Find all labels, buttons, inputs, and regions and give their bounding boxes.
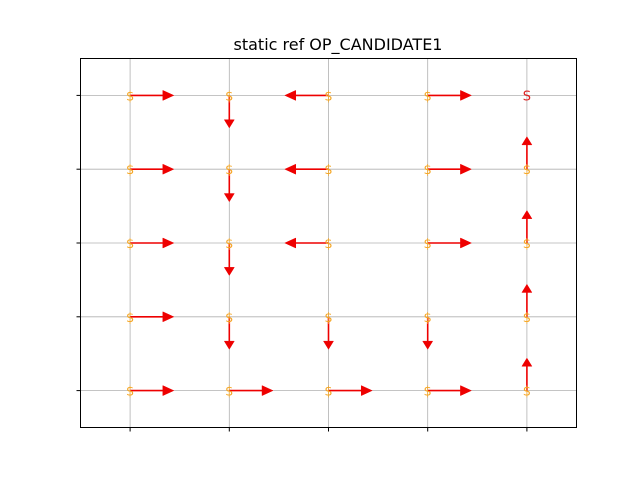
arrow-down-2-1 <box>323 316 334 350</box>
cell-label-4-3: $ <box>523 163 531 178</box>
arrow-right-3-0 <box>427 385 472 396</box>
arrow-left-2-3 <box>284 163 329 175</box>
cell-label-2-1: $ <box>324 311 332 326</box>
cell-label-3-3: $ <box>424 163 432 178</box>
arrow-down-3-1 <box>422 316 434 350</box>
chart-title: static ref OP_CANDIDATE1 <box>234 35 443 55</box>
cell-label-1-4: $ <box>225 89 233 104</box>
arrow-right-0-0 <box>130 385 175 396</box>
cell-label-1-3: $ <box>225 163 233 178</box>
arrow-right-0-2 <box>130 237 175 249</box>
arrow-right-3-2 <box>427 237 472 249</box>
arrow-right-0-3 <box>130 163 175 175</box>
cell-label-2-3: $ <box>324 163 332 178</box>
arrow-right-3-3 <box>427 163 472 175</box>
cell-label-3-0: $ <box>424 385 432 400</box>
arrow-right-3-4 <box>427 90 472 101</box>
arrow-right-1-0 <box>229 385 274 396</box>
arrow-up-4-3 <box>521 136 533 170</box>
arrow-down-1-3 <box>223 169 235 203</box>
arrow-right-2-0 <box>328 385 373 396</box>
arrow-down-1-2 <box>223 243 235 276</box>
cell-label-3-1: $ <box>424 311 432 326</box>
cell-label-1-2: $ <box>225 237 233 252</box>
cell-label-2-0: $ <box>324 385 332 400</box>
arrow-right-0-1 <box>130 311 175 323</box>
arrow-layer <box>130 90 533 396</box>
arrow-left-2-4 <box>284 90 329 101</box>
cell-label-0-1: $ <box>126 311 134 326</box>
cell-label-0-4: $ <box>126 89 134 104</box>
cell-label-1-1: $ <box>225 311 233 326</box>
cell-label-2-2: $ <box>324 237 332 252</box>
arrow-down-1-1 <box>223 316 235 350</box>
arrow-right-0-4 <box>130 90 175 101</box>
cell-label-0-3: $ <box>126 163 134 178</box>
cell-label-4-4: S <box>523 89 531 104</box>
cell-label-0-2: $ <box>126 237 134 252</box>
arrow-up-4-2 <box>521 210 533 243</box>
cell-label-4-2: $ <box>523 237 531 252</box>
cell-label-4-1: $ <box>523 311 531 326</box>
cell-label-3-4: $ <box>424 89 432 104</box>
arrow-up-4-0 <box>521 357 533 391</box>
tick-layer <box>76 94 528 432</box>
cell-label-3-2: $ <box>424 237 432 252</box>
cell-label-layer: $ $ $ $ S $ $ $ $ $ $ $ $ $ $ $ $ $ $ $ $ $ $ $ $ <box>126 89 531 399</box>
arrow-left-2-2 <box>284 237 329 249</box>
arrow-up-4-1 <box>521 283 533 317</box>
arrow-down-1-4 <box>223 95 235 129</box>
cell-label-4-0: $ <box>523 385 531 400</box>
cell-label-1-0: $ <box>225 385 233 400</box>
cell-label-2-4: $ <box>324 89 332 104</box>
cell-label-0-0: $ <box>126 385 134 400</box>
